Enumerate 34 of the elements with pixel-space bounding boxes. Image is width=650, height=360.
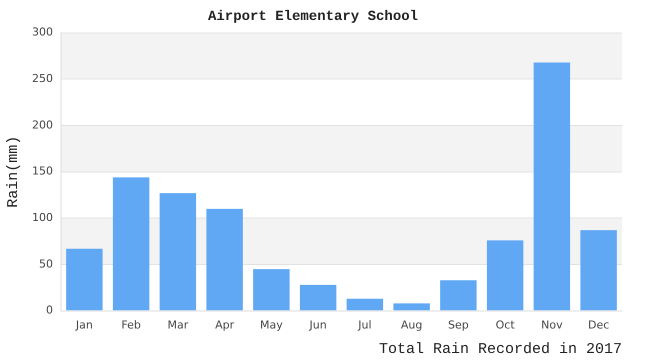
x-tick-label: Apr <box>215 318 235 332</box>
x-tick-label: Dec <box>588 318 610 332</box>
y-tick-label: 0 <box>46 304 53 317</box>
x-tick-label: Aug <box>400 318 422 332</box>
y-axis-title: Rain(mm) <box>4 136 22 208</box>
x-tick-label: Jul <box>357 318 372 332</box>
bar <box>580 230 617 310</box>
x-tick-label: Jan <box>74 318 93 332</box>
chart-title: Airport Elementary School <box>208 8 418 25</box>
bar <box>112 177 150 310</box>
x-tick-label: Sep <box>448 318 469 332</box>
y-tick-label: 200 <box>32 118 53 132</box>
y-tick-label: 100 <box>32 210 53 224</box>
bar <box>253 269 290 310</box>
bar <box>66 248 103 310</box>
y-tick-label: 150 <box>32 164 53 178</box>
x-axis-title: Total Rain Recorded in 2017 <box>378 340 622 358</box>
bar <box>346 298 384 310</box>
bar <box>534 62 570 310</box>
bar <box>160 193 196 310</box>
x-tick-label: Jun <box>308 318 327 332</box>
x-tick-label: Mar <box>167 318 189 332</box>
bar <box>300 284 336 310</box>
bar <box>440 280 477 310</box>
y-tick-label: 250 <box>32 72 53 85</box>
x-tick-label: Oct <box>496 318 516 332</box>
y-tick-label: 50 <box>38 257 53 270</box>
bar <box>393 303 430 310</box>
x-tick-label: Feb <box>121 318 141 332</box>
bar <box>206 208 243 310</box>
x-tick-label: Nov <box>541 318 564 332</box>
bar <box>486 240 524 310</box>
y-tick-label: 300 <box>32 26 53 39</box>
x-tick-label: May <box>260 318 284 332</box>
